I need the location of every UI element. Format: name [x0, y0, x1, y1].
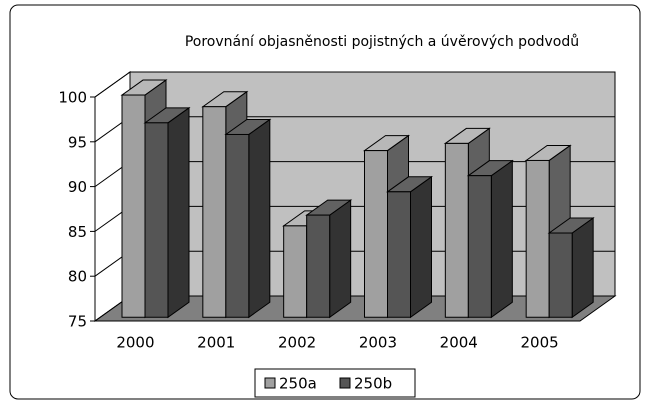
y-tick-label: 80 — [68, 268, 87, 286]
legend-label: 250a — [279, 375, 317, 393]
x-tick-label: 2002 — [278, 334, 316, 352]
bar — [202, 106, 227, 318]
bar — [121, 94, 146, 318]
bar — [467, 175, 492, 318]
bar — [548, 232, 573, 318]
bar-side — [329, 199, 352, 319]
bar-side — [490, 159, 513, 319]
x-tick-label: 2004 — [440, 334, 478, 352]
legend-label: 250b — [354, 375, 392, 393]
grid-line — [94, 71, 131, 98]
bar-side — [410, 175, 432, 319]
bar — [387, 191, 411, 318]
y-tick-label: 75 — [68, 313, 87, 331]
x-tick-label: 2003 — [359, 334, 397, 352]
bar — [283, 225, 308, 318]
legend-swatch — [339, 377, 351, 389]
bar — [525, 159, 550, 318]
bar — [364, 150, 388, 318]
legend-swatch — [264, 377, 276, 389]
y-tick-label: 95 — [68, 133, 87, 151]
legend-box — [254, 368, 416, 398]
x-tick-label: 2005 — [520, 334, 558, 352]
bar — [144, 122, 169, 318]
y-tick-label: 90 — [68, 178, 87, 196]
bar-side — [571, 217, 594, 319]
x-tick-label: 2001 — [197, 334, 235, 352]
bar-side — [167, 106, 190, 319]
y-tick-label: 100 — [58, 89, 87, 107]
x-tick-label: 2000 — [116, 334, 154, 352]
bar — [306, 214, 331, 318]
bar — [444, 142, 469, 318]
bar — [225, 133, 250, 318]
chart-title: Porovnání objasněnosti pojistných a úvěr… — [185, 34, 579, 50]
bar-side — [248, 118, 271, 319]
y-tick-label: 85 — [68, 223, 87, 241]
